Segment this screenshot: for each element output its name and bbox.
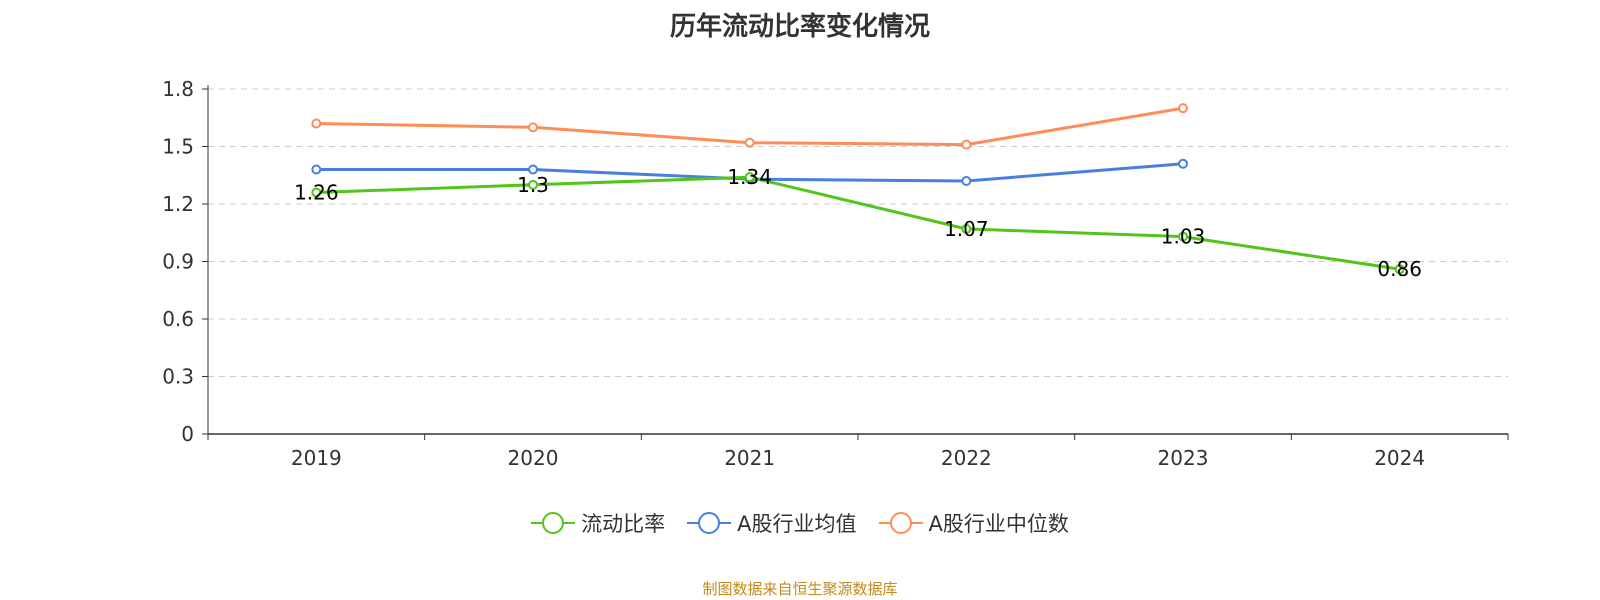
legend-item-industry-median[interactable]: A股行业中位数 <box>878 508 1069 538</box>
x-tick-label: 2020 <box>508 446 559 470</box>
legend-item-industry-mean[interactable]: A股行业均值 <box>687 508 857 538</box>
data-label: 1.03 <box>1161 225 1206 249</box>
data-point-0 <box>744 172 755 183</box>
legend-label-current-ratio: 流动比率 <box>581 512 666 536</box>
y-tick-label: 1.2 <box>162 192 194 216</box>
data-point-2 <box>1178 103 1188 114</box>
data-label: 1.07 <box>944 217 989 241</box>
y-tick-label: 0.3 <box>162 365 194 389</box>
y-tick-label: 0.9 <box>162 250 194 274</box>
x-tick-label: 2024 <box>1374 446 1425 470</box>
x-tick-label: 2023 <box>1158 446 1209 470</box>
y-tick-label: 0.6 <box>162 307 194 331</box>
data-point-1 <box>528 164 538 175</box>
legend-swatch-industry-mean <box>687 511 732 535</box>
data-point-1 <box>961 176 972 186</box>
data-point-0 <box>311 187 322 198</box>
data-point-2 <box>311 118 322 129</box>
x-tick-label: 2019 <box>291 446 342 470</box>
y-tick-label: 1.5 <box>162 135 194 159</box>
chart-title: 历年流动比率变化情况 <box>669 12 930 42</box>
data-point-2 <box>961 139 972 150</box>
data-point-2 <box>528 122 538 133</box>
legend-swatch-industry-median <box>878 511 923 535</box>
y-tick-label: 1.8 <box>162 77 194 101</box>
legend-swatch-current-ratio <box>531 511 576 535</box>
data-point-0 <box>528 179 538 190</box>
legend: 流动比率 A股行业均值 A股行业中位数 <box>0 508 1600 538</box>
legend-label-industry-mean: A股行业均值 <box>737 512 857 536</box>
data-label: 0.86 <box>1377 257 1422 281</box>
data-point-0 <box>961 223 972 234</box>
data-point-1 <box>311 164 322 175</box>
data-label: 1.3 <box>517 173 549 197</box>
data-source-note: 制图数据来自恒生聚源数据库 <box>702 580 898 598</box>
x-tick-label: 2022 <box>941 446 992 470</box>
x-tick-label: 2021 <box>724 446 775 470</box>
data-label: 1.34 <box>727 165 772 189</box>
data-point-2 <box>744 137 755 148</box>
legend-item-current-ratio[interactable]: 流动比率 <box>531 508 665 538</box>
legend-label-industry-median: A股行业中位数 <box>928 512 1069 536</box>
y-tick-label: 0 <box>181 422 194 446</box>
data-label: 1.26 <box>294 181 339 205</box>
data-point-1 <box>1178 158 1188 169</box>
series-line-0 <box>316 175 1400 271</box>
data-point-0 <box>1178 231 1188 242</box>
data-point-0 <box>1394 264 1405 275</box>
